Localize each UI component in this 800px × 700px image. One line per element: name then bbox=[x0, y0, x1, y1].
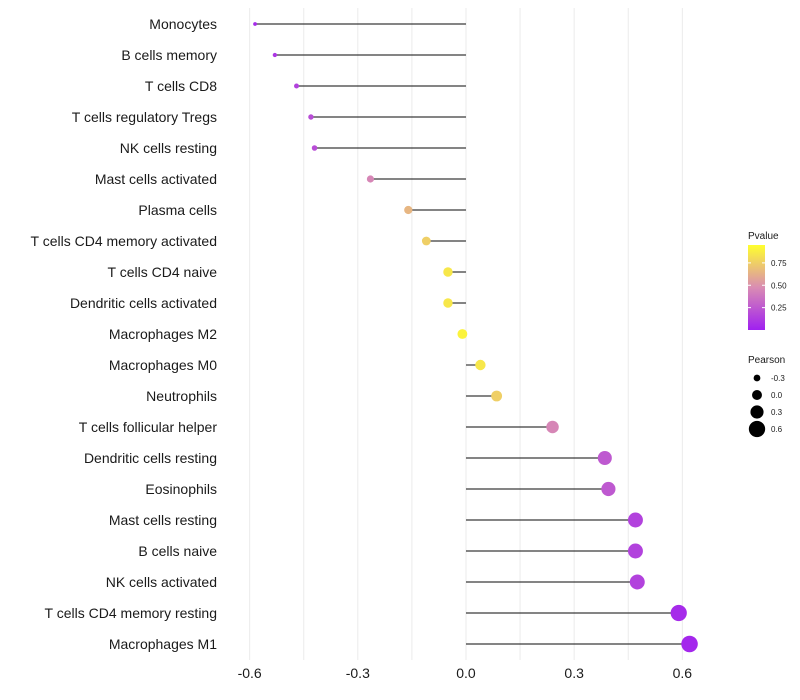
colorbar-tick-label: 0.75 bbox=[771, 259, 787, 268]
pearson-legend-title: Pearson bbox=[748, 355, 785, 366]
category-label: Monocytes bbox=[149, 16, 217, 32]
lollipop-point bbox=[421, 236, 431, 246]
category-label: NK cells resting bbox=[120, 140, 217, 156]
size-legend-dot bbox=[752, 390, 762, 400]
lollipop-point bbox=[681, 635, 698, 653]
lollipop-point bbox=[311, 145, 318, 151]
category-label: Plasma cells bbox=[138, 202, 217, 218]
lollipop-point bbox=[670, 604, 687, 622]
size-legend-label: 0.0 bbox=[771, 391, 783, 400]
category-label: T cells CD4 naive bbox=[108, 264, 218, 280]
category-label: Mast cells resting bbox=[109, 512, 217, 528]
lollipop-stems bbox=[255, 23, 690, 645]
lollipop-point bbox=[491, 390, 503, 402]
category-label: Mast cells activated bbox=[95, 171, 217, 187]
lollipop-point bbox=[627, 543, 643, 559]
x-tick-label: 0.6 bbox=[673, 665, 693, 681]
lollipop-points bbox=[253, 22, 698, 653]
category-label: Dendritic cells activated bbox=[70, 295, 217, 311]
lollipop-point bbox=[475, 359, 486, 371]
pvalue-colorbar bbox=[748, 245, 765, 330]
category-label: Eosinophils bbox=[145, 481, 217, 497]
category-label: Macrophages M0 bbox=[109, 357, 217, 373]
lollipop-point bbox=[443, 267, 453, 277]
category-label: Dendritic cells resting bbox=[84, 450, 217, 466]
category-label: T cells CD4 memory resting bbox=[45, 605, 217, 621]
lollipop-point bbox=[272, 52, 278, 58]
category-label: T cells CD4 memory activated bbox=[31, 233, 217, 249]
lollipop-point bbox=[294, 83, 299, 89]
lollipop-point bbox=[404, 205, 413, 215]
lollipop-point bbox=[601, 481, 616, 497]
x-tick-label: 0.3 bbox=[564, 665, 584, 681]
lollipop-point bbox=[457, 329, 468, 339]
category-label: Macrophages M2 bbox=[109, 326, 217, 342]
lollipop-point bbox=[308, 114, 314, 120]
lollipop-point bbox=[629, 574, 645, 590]
pearson-legend: Pearson -0.3 0.0 0.3 0.6 bbox=[748, 355, 785, 438]
category-label: T cells follicular helper bbox=[79, 419, 218, 435]
category-label: Macrophages M1 bbox=[109, 636, 217, 652]
size-legend-dot bbox=[753, 374, 761, 382]
lollipop-point bbox=[443, 298, 453, 308]
x-tick-label: -0.6 bbox=[238, 665, 262, 681]
lollipop-point bbox=[253, 22, 257, 26]
lollipop-point bbox=[627, 512, 643, 528]
x-tick-label: -0.3 bbox=[346, 665, 370, 681]
x-tick-label: 0.0 bbox=[456, 665, 476, 681]
size-legend-label: 0.6 bbox=[771, 425, 783, 434]
category-label: B cells memory bbox=[121, 47, 217, 63]
category-label: B cells naive bbox=[138, 543, 217, 559]
colorbar-tick-label: 0.25 bbox=[771, 304, 787, 313]
size-legend-label: -0.3 bbox=[771, 374, 785, 383]
category-label: T cells CD8 bbox=[145, 78, 217, 94]
category-label: NK cells activated bbox=[106, 574, 217, 590]
size-legend-dot bbox=[750, 405, 764, 419]
lollipop-point bbox=[546, 420, 559, 434]
category-label: T cells regulatory Tregs bbox=[72, 109, 217, 125]
category-labels: Monocytes B cells memory T cells CD8 T cell… bbox=[31, 16, 218, 652]
size-legend-dot bbox=[748, 420, 766, 438]
pvalue-legend: Pvalue 0.25 0.50 0.75 bbox=[748, 231, 787, 330]
pvalue-legend-title: Pvalue bbox=[748, 231, 779, 242]
lollipop-point bbox=[597, 450, 612, 466]
colorbar-tick-label: 0.50 bbox=[771, 281, 787, 290]
lollipop-point bbox=[366, 175, 375, 183]
category-label: Neutrophils bbox=[146, 388, 217, 404]
x-axis-ticks: -0.6 -0.3 0.0 0.3 0.6 bbox=[238, 665, 693, 681]
size-legend-label: 0.3 bbox=[771, 408, 783, 417]
